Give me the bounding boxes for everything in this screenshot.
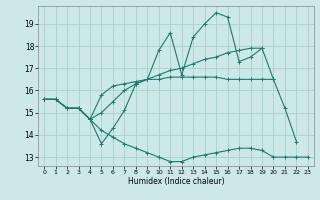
X-axis label: Humidex (Indice chaleur): Humidex (Indice chaleur) — [128, 177, 224, 186]
